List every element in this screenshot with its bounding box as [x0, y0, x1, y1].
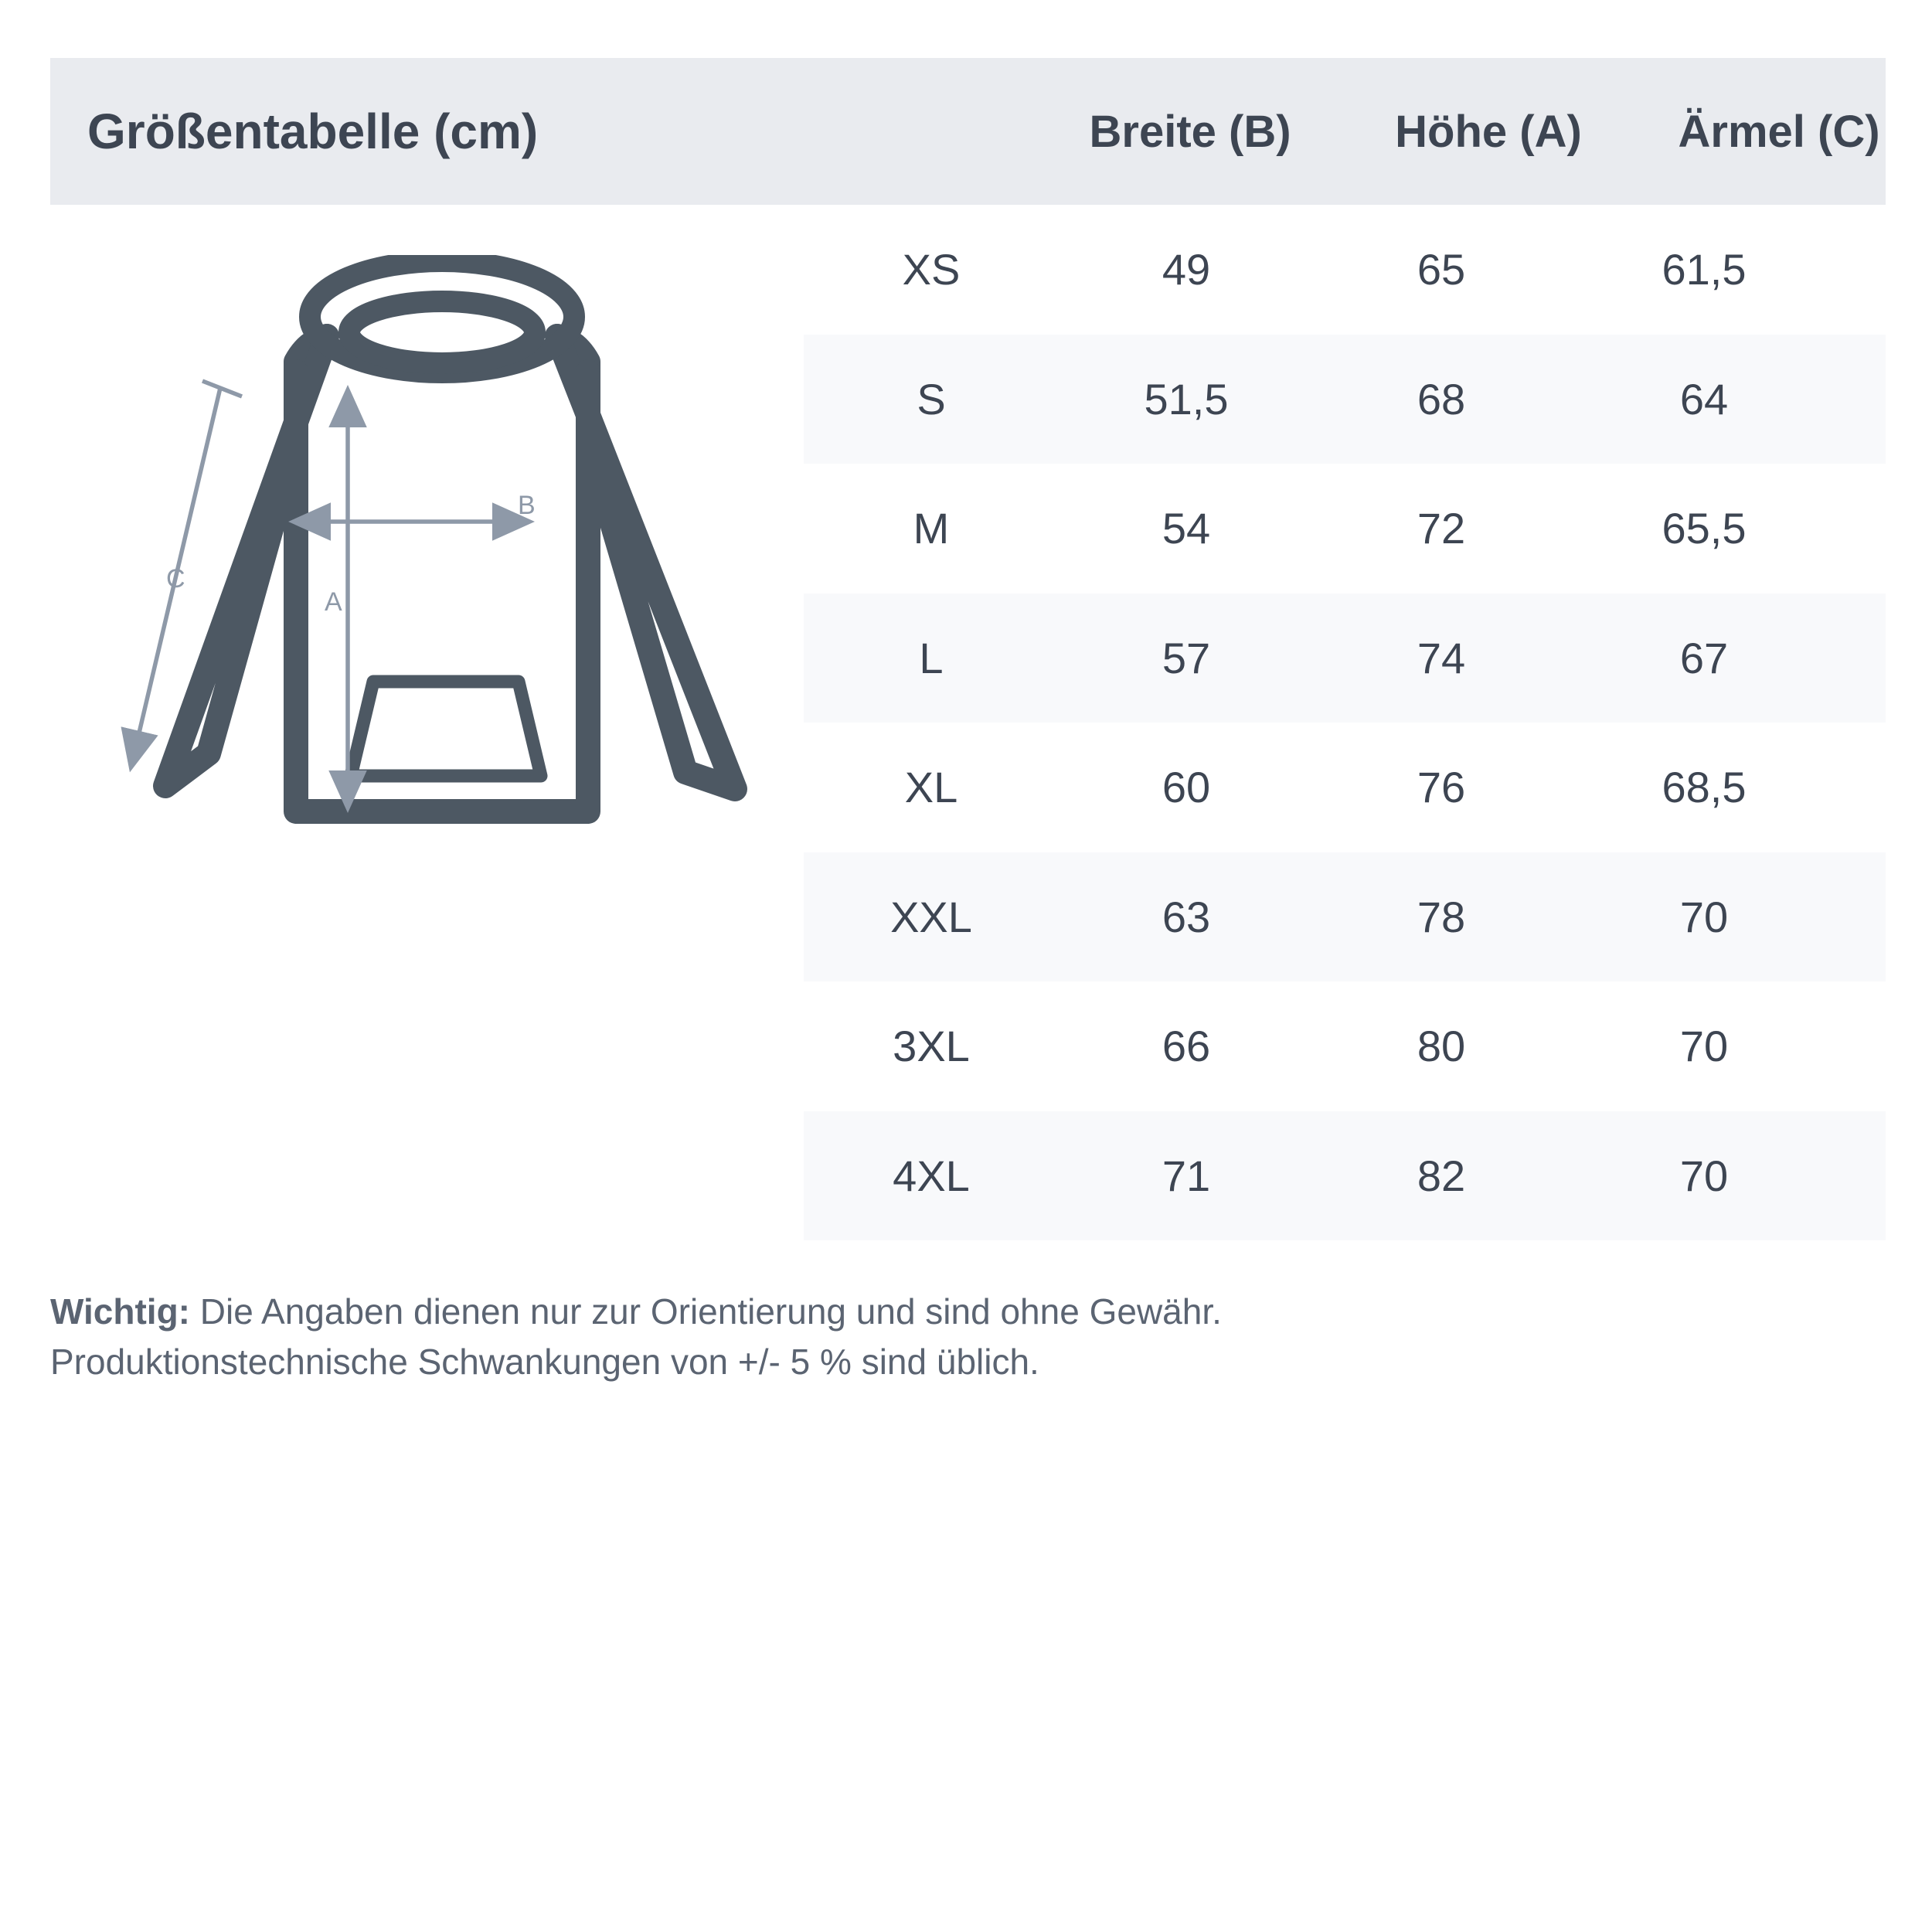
svg-text:C: C [166, 564, 185, 594]
svg-text:B: B [518, 491, 536, 520]
svg-text:A: A [325, 587, 342, 617]
